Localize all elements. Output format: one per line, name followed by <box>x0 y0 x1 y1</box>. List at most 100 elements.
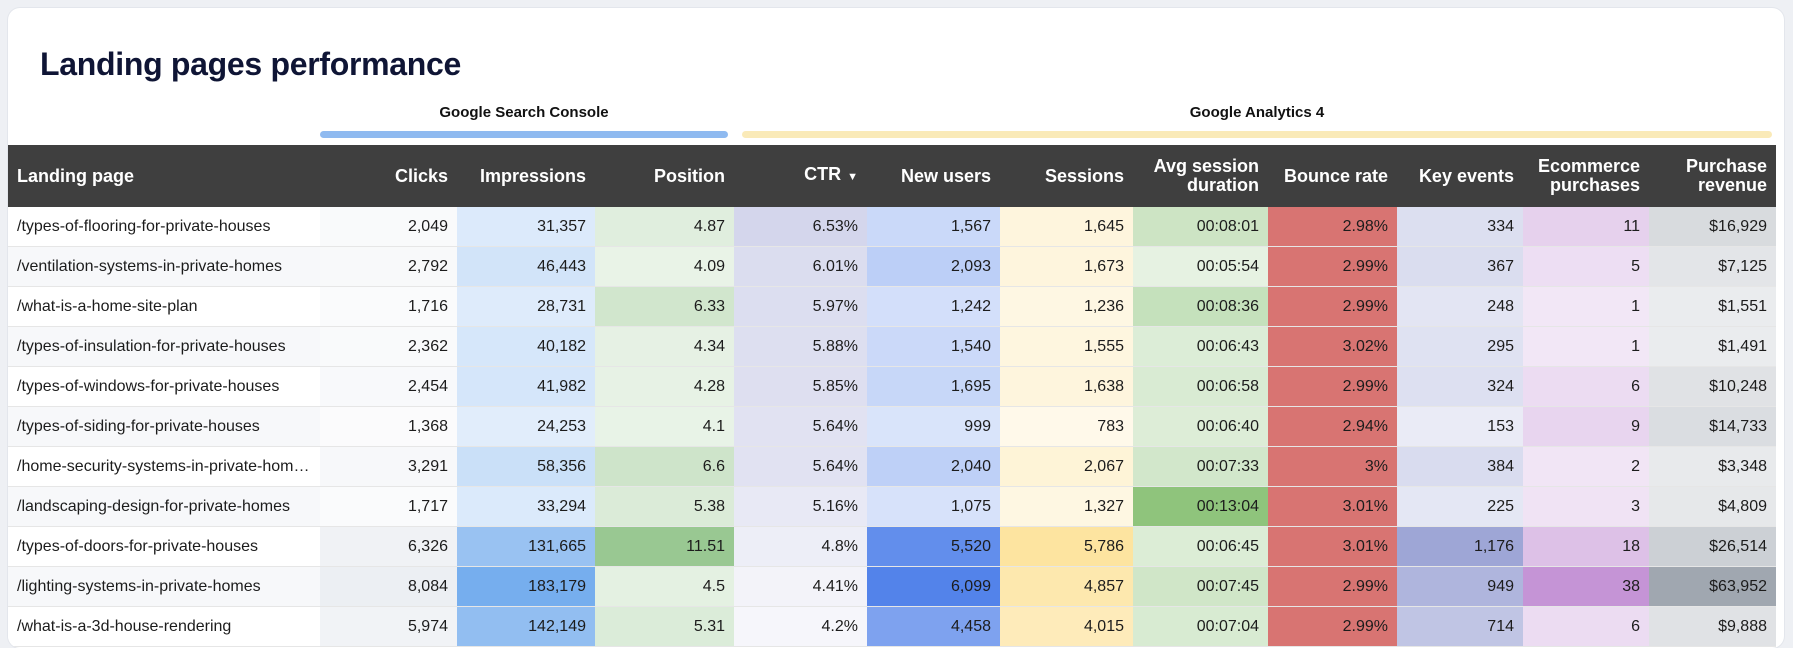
cell-impressions: 40,182 <box>457 326 595 367</box>
cell-key-events: 295 <box>1397 326 1523 367</box>
report-card: Landing pages performance Google Search … <box>8 8 1784 648</box>
cell-sessions: 4,015 <box>1000 606 1133 647</box>
col-header-sessions[interactable]: Sessions <box>1000 145 1133 207</box>
cell-page: /what-is-a-home-site-plan <box>8 286 320 327</box>
cell-sessions: 2,067 <box>1000 446 1133 487</box>
col-header-new-users[interactable]: New users <box>867 145 1000 207</box>
table-header-row: Landing page Clicks Impressions Position… <box>8 145 1776 207</box>
col-header-bounce-rate[interactable]: Bounce rate <box>1268 145 1397 207</box>
cell-clicks: 1,716 <box>320 286 457 327</box>
cell-duration: 00:13:04 <box>1133 486 1268 527</box>
table-row[interactable]: /home-security-systems-in-private-hom… 3,… <box>8 446 1776 487</box>
cell-page: /ventilation-systems-in-private-homes <box>8 246 320 287</box>
cell-key-events: 1,176 <box>1397 526 1523 567</box>
cell-duration: 00:08:36 <box>1133 286 1268 327</box>
cell-revenue: $26,514 <box>1649 526 1776 567</box>
table-row[interactable]: /what-is-a-home-site-plan 1,716 28,731 6.33… <box>8 286 1776 327</box>
cell-clicks: 1,368 <box>320 406 457 447</box>
cell-ctr: 5.97% <box>734 286 867 327</box>
cell-duration: 00:06:45 <box>1133 526 1268 567</box>
cell-impressions: 28,731 <box>457 286 595 327</box>
table-row[interactable]: /types-of-insulation-for-private-houses 2… <box>8 326 1776 367</box>
cell-clicks: 5,974 <box>320 606 457 647</box>
cell-sessions: 1,236 <box>1000 286 1133 327</box>
cell-sessions: 4,857 <box>1000 566 1133 607</box>
col-header-purchase-revenue[interactable]: Purchase revenue <box>1649 145 1776 207</box>
cell-sessions: 5,786 <box>1000 526 1133 567</box>
cell-new-users: 1,695 <box>867 366 1000 407</box>
cell-page: /types-of-doors-for-private-houses <box>8 526 320 567</box>
table-row[interactable]: /lighting-systems-in-private-homes 8,084 1… <box>8 566 1776 607</box>
col-label-ecommerce-purchases: Ecommerce purchases <box>1538 157 1640 195</box>
cell-position: 5.31 <box>595 606 734 647</box>
cell-page: /types-of-insulation-for-private-houses <box>8 326 320 367</box>
cell-new-users: 2,093 <box>867 246 1000 287</box>
group-bar-search-console <box>320 131 728 138</box>
col-label-position: Position <box>654 165 725 186</box>
cell-impressions: 183,179 <box>457 566 595 607</box>
cell-page: /types-of-siding-for-private-houses <box>8 406 320 447</box>
cell-sessions: 1,638 <box>1000 366 1133 407</box>
cell-ctr: 4.8% <box>734 526 867 567</box>
cell-revenue: $10,248 <box>1649 366 1776 407</box>
col-label-new-users: New users <box>900 165 991 186</box>
cell-page: /types-of-windows-for-private-houses <box>8 366 320 407</box>
cell-revenue: $4,809 <box>1649 486 1776 527</box>
group-header-analytics: Google Analytics 4 <box>742 104 1772 138</box>
col-header-ecommerce-purchases[interactable]: Ecommerce purchases <box>1523 145 1649 207</box>
cell-new-users: 5,520 <box>867 526 1000 567</box>
col-header-avg-session-duration[interactable]: Avg session duration <box>1133 145 1268 207</box>
cell-page: /home-security-systems-in-private-hom… <box>8 446 320 487</box>
caret-down-icon: ▼ <box>847 171 858 183</box>
cell-position: 4.28 <box>595 366 734 407</box>
group-bar-analytics <box>742 131 1772 138</box>
table-row[interactable]: /types-of-flooring-for-private-houses 2,0… <box>8 207 1776 247</box>
cell-purchases: 38 <box>1523 566 1649 607</box>
cell-bounce: 3.02% <box>1268 326 1397 367</box>
col-label-purchase-revenue: Purchase revenue <box>1686 157 1767 195</box>
group-label-search-console: Google Search Console <box>439 104 609 121</box>
col-header-clicks[interactable]: Clicks <box>320 145 457 207</box>
cell-bounce: 2.99% <box>1268 366 1397 407</box>
cell-impressions: 131,665 <box>457 526 595 567</box>
cell-bounce: 2.94% <box>1268 406 1397 447</box>
cell-key-events: 949 <box>1397 566 1523 607</box>
cell-key-events: 334 <box>1397 207 1523 247</box>
cell-new-users: 2,040 <box>867 446 1000 487</box>
col-label-avg-session-duration-line1: Avg session <box>1153 156 1259 176</box>
cell-position: 4.5 <box>595 566 734 607</box>
table-row[interactable]: /types-of-windows-for-private-houses 2,45… <box>8 366 1776 407</box>
cell-clicks: 6,326 <box>320 526 457 567</box>
col-header-key-events[interactable]: Key events <box>1397 145 1523 207</box>
cell-position: 6.6 <box>595 446 734 487</box>
col-header-ctr[interactable]: CTR ▼ <box>734 145 867 207</box>
table-body: /types-of-flooring-for-private-houses 2,0… <box>8 207 1776 647</box>
cell-purchases: 5 <box>1523 246 1649 287</box>
col-header-position[interactable]: Position <box>595 145 734 207</box>
col-label-ecommerce-purchases-line1: Ecommerce <box>1537 156 1640 176</box>
table-row[interactable]: /what-is-a-3d-house-rendering 5,974 142,14… <box>8 606 1776 647</box>
table-row[interactable]: /ventilation-systems-in-private-homes 2,7… <box>8 246 1776 287</box>
cell-revenue: $1,551 <box>1649 286 1776 327</box>
cell-sessions: 1,673 <box>1000 246 1133 287</box>
cell-revenue: $63,952 <box>1649 566 1776 607</box>
col-label-avg-session-duration-line2: duration <box>1187 175 1259 195</box>
cell-key-events: 153 <box>1397 406 1523 447</box>
cell-sessions: 783 <box>1000 406 1133 447</box>
table-row[interactable]: /types-of-siding-for-private-houses 1,368… <box>8 406 1776 447</box>
cell-page: /what-is-a-3d-house-rendering <box>8 606 320 647</box>
table-row[interactable]: /types-of-doors-for-private-houses 6,326 1… <box>8 526 1776 567</box>
col-label-key-events: Key events <box>1418 165 1514 186</box>
col-header-impressions[interactable]: Impressions <box>457 145 595 207</box>
table-row[interactable]: /landscaping-design-for-private-homes 1,7… <box>8 486 1776 527</box>
cell-bounce: 2.98% <box>1268 207 1397 247</box>
cell-ctr: 4.41% <box>734 566 867 607</box>
cell-impressions: 33,294 <box>457 486 595 527</box>
col-header-landing-page[interactable]: Landing page <box>8 145 320 207</box>
cell-sessions: 1,555 <box>1000 326 1133 367</box>
cell-duration: 00:07:45 <box>1133 566 1268 607</box>
group-header-search-console: Google Search Console <box>320 104 728 138</box>
col-label-ctr: CTR <box>804 164 842 184</box>
cell-position: 4.1 <box>595 406 734 447</box>
cell-purchases: 6 <box>1523 366 1649 407</box>
